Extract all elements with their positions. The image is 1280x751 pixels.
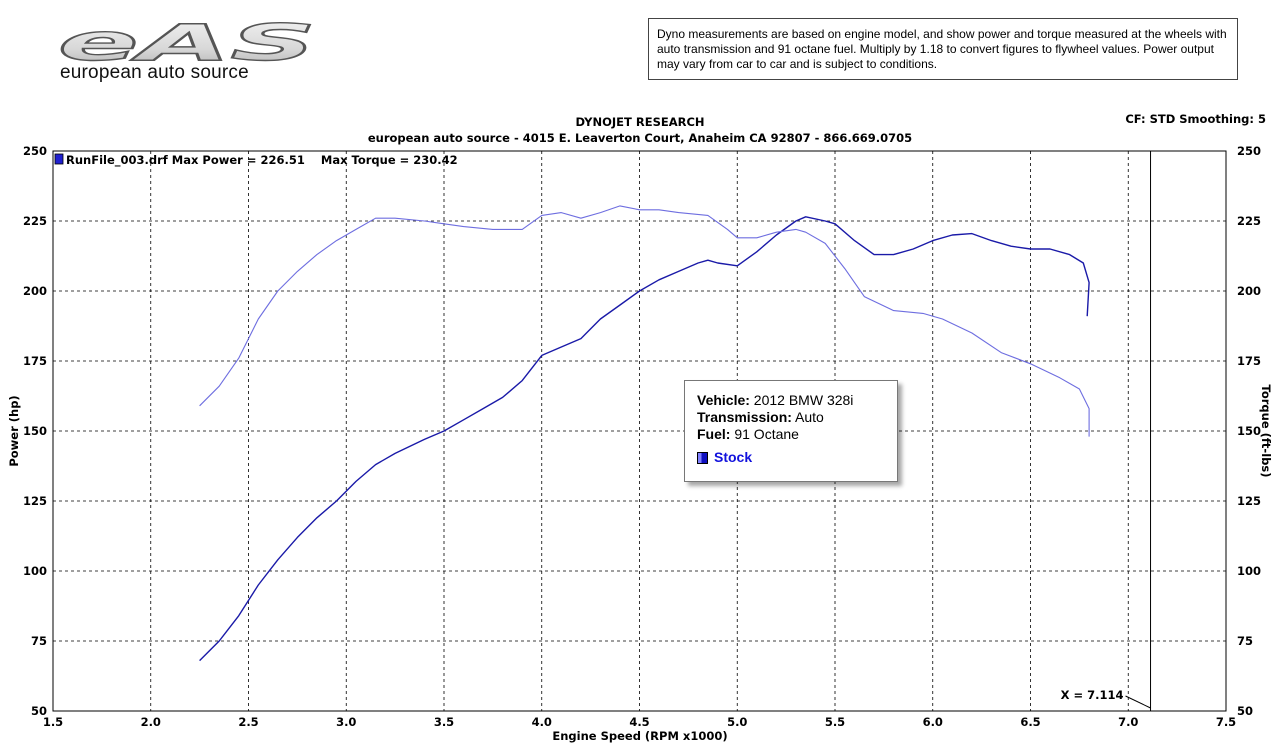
transmission-row: Transmission: Auto: [697, 409, 897, 426]
x-tick-label: 7.5: [1216, 715, 1236, 729]
y-tick-label-right: 125: [1237, 494, 1261, 508]
x-tick-labels: 1.5 2.0 2.5 3.0 3.5 4.0 4.5 5.0 5.5 6.0 6.5 7.0 7.5: [43, 715, 1236, 729]
x-tick-label: 5.0: [727, 715, 747, 729]
x-tick-label: 1.5: [43, 715, 63, 729]
x-tick-label: 3.0: [336, 715, 356, 729]
y-tick-labels-right: 50 75 100 125 150 175 200 225 250: [1237, 144, 1261, 718]
series-line-torque: [199, 205, 1090, 437]
y-tick-label-left: 50: [31, 704, 47, 718]
fuel-row: Fuel: 91 Octane: [697, 426, 897, 443]
vehicle-info-box: Vehicle: 2012 BMW 328i Transmission: Aut…: [684, 380, 898, 482]
vehicle-value: 2012 BMW 328i: [749, 392, 854, 408]
x-tick-label: 4.5: [629, 715, 649, 729]
legend-label: Stock: [714, 449, 753, 465]
chart-subtitle: european auto source - 4015 E. Leaverton…: [367, 131, 913, 145]
cursor-pointer: [1125, 695, 1151, 709]
fuel-value: 91 Octane: [730, 426, 799, 442]
transmission-value: Auto: [791, 409, 824, 425]
y-tick-label-right: 200: [1237, 284, 1261, 298]
x-axis-label: Engine Speed (RPM x1000): [552, 729, 727, 743]
logo-letters: eAS: [58, 18, 316, 72]
y-tick-label-right: 150: [1237, 424, 1261, 438]
vehicle-row: Vehicle: 2012 BMW 328i: [697, 392, 897, 409]
y-tick-labels-left: 50 75 100 125 150 175 200 225 250: [23, 144, 47, 718]
y-tick-label-left: 200: [23, 284, 47, 298]
y-tick-label-right: 75: [1237, 634, 1253, 648]
y-tick-label-left: 125: [23, 494, 47, 508]
x-tick-label: 6.5: [1020, 715, 1040, 729]
dyno-notice: Dyno measurements are based on engine mo…: [648, 18, 1238, 80]
transmission-key: Transmission:: [697, 409, 792, 425]
series-line-power: [199, 216, 1090, 662]
logo-tagline: european auto source: [60, 62, 249, 83]
y-tick-label-left: 75: [31, 634, 47, 648]
fuel-key: Fuel:: [697, 426, 731, 442]
x-tick-label: 3.5: [434, 715, 454, 729]
x-tick-label: 7.0: [1118, 715, 1138, 729]
x-tick-label: 2.0: [141, 715, 161, 729]
x-tick-label: 4.0: [532, 715, 552, 729]
y-tick-label-right: 175: [1237, 354, 1261, 368]
cursor-label: X = 7.114: [1061, 688, 1124, 702]
y-axis-label-left: Power (hp): [7, 395, 21, 466]
x-tick-label: 5.5: [825, 715, 845, 729]
y-tick-label-left: 225: [23, 214, 47, 228]
y-axis-label-right: Torque (ft-lbs): [1259, 385, 1273, 478]
x-tick-label: 2.5: [238, 715, 258, 729]
y-tick-label-left: 175: [23, 354, 47, 368]
y-tick-label-right: 250: [1237, 144, 1261, 158]
y-tick-label-left: 150: [23, 424, 47, 438]
legend-swatch: [697, 451, 708, 464]
eas-logo: eAS: [57, 18, 316, 73]
y-tick-label-left: 250: [23, 144, 47, 158]
chart-title: DYNOJET RESEARCH: [575, 115, 705, 129]
y-tick-label-right: 100: [1237, 564, 1261, 578]
vehicle-key: Vehicle:: [697, 392, 750, 408]
y-tick-label-right: 50: [1237, 704, 1253, 718]
correction-factor-info: CF: STD Smoothing: 5: [1125, 112, 1266, 126]
run-label: RunFile_003.drf Max Power = 226.51 Max T…: [66, 153, 458, 168]
x-tick-label: 6.0: [923, 715, 943, 729]
y-tick-label-left: 100: [23, 564, 47, 578]
y-tick-label-right: 225: [1237, 214, 1261, 228]
series-lines: [199, 205, 1090, 662]
legend-row[interactable]: Stock: [697, 449, 897, 466]
run-legend-swatch: [54, 153, 64, 165]
